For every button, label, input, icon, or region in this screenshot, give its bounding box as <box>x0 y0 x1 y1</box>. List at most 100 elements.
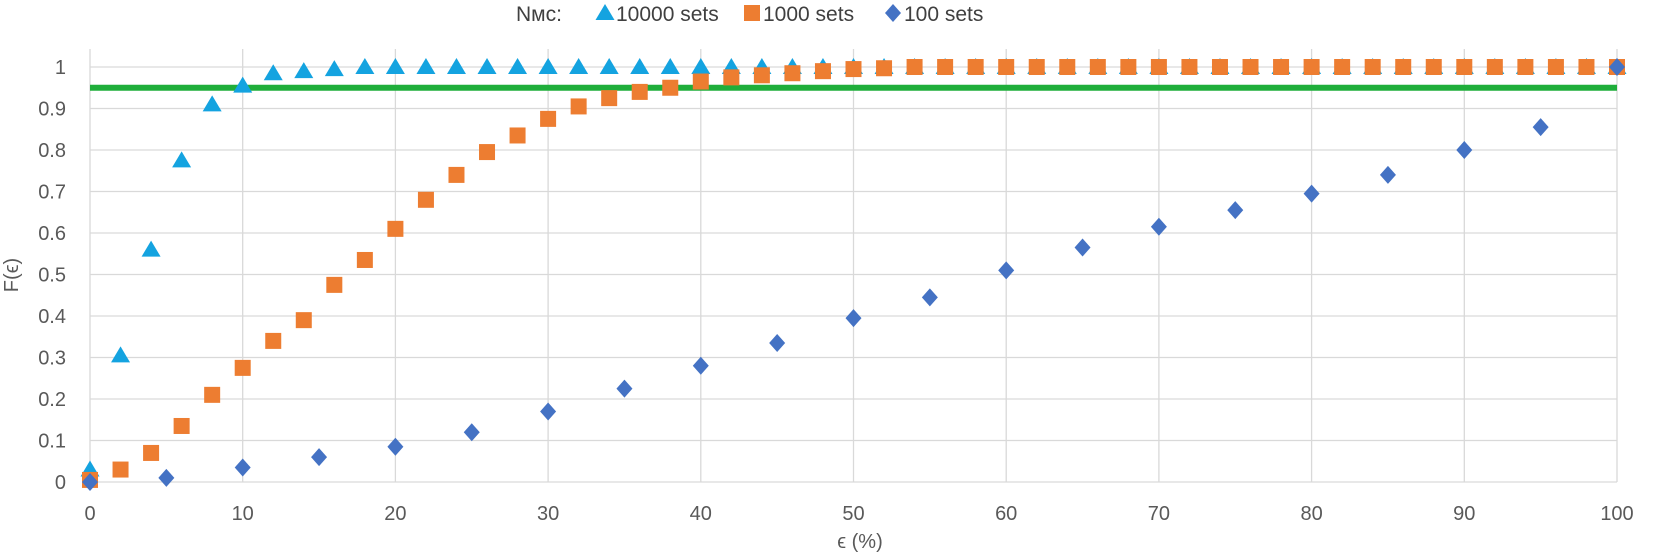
data-point-square <box>845 61 862 78</box>
data-point-square <box>753 67 770 84</box>
data-point-square <box>1486 59 1503 75</box>
legend: Nᴍᴄ: 10000 sets 1000 sets 100 sets <box>516 3 983 26</box>
y-tick-label: 0.2 <box>38 389 66 411</box>
y-tick-label: 0 <box>55 472 66 494</box>
data-point-square <box>998 59 1015 75</box>
data-point-square <box>265 332 282 349</box>
y-tick-label: 0.1 <box>38 431 66 453</box>
data-point-square <box>1120 59 1137 75</box>
x-tick-label: 70 <box>1148 503 1170 525</box>
data-point-triangle <box>569 58 589 74</box>
data-point-square <box>1242 59 1259 75</box>
data-point-square <box>509 127 526 144</box>
data-point-diamond <box>234 458 251 477</box>
data-point-square <box>295 312 312 329</box>
x-tick-label: 10 <box>232 503 254 525</box>
y-tick-label: 0.5 <box>38 265 66 287</box>
x-tick-label: 60 <box>995 503 1017 525</box>
data-point-triangle <box>538 58 558 74</box>
data-point-triangle <box>202 95 222 112</box>
data-point-diamond <box>616 379 633 398</box>
data-point-diamond <box>463 423 480 442</box>
data-point-diamond <box>311 448 328 467</box>
data-point-diamond <box>1532 118 1549 137</box>
data-point-square <box>1211 59 1228 75</box>
data-point-square <box>1028 59 1045 75</box>
y-tick-label: 0.8 <box>38 140 66 162</box>
data-point-triangle <box>599 58 619 74</box>
data-point-diamond <box>1074 238 1091 257</box>
data-point-diamond <box>1609 58 1625 76</box>
y-tick-label: 1 <box>55 57 66 79</box>
data-point-square <box>1089 59 1106 75</box>
data-point-square <box>1364 59 1381 75</box>
data-point-square <box>326 276 343 293</box>
data-point-triangle <box>172 151 192 168</box>
data-point-diamond <box>845 309 862 328</box>
x-tick-label: 100 <box>1600 503 1633 525</box>
data-point-square <box>570 98 587 115</box>
x-tick-label: 20 <box>384 503 406 525</box>
data-point-square <box>601 90 618 107</box>
data-point-triangle <box>691 58 711 74</box>
data-point-diamond <box>998 261 1015 280</box>
series-square <box>82 59 1625 488</box>
x-tick-label: 0 <box>84 503 95 525</box>
data-point-triangle <box>508 58 528 74</box>
data-point-triangle <box>477 58 497 74</box>
data-point-square <box>143 444 160 461</box>
data-point-square <box>1547 59 1564 75</box>
data-point-diamond <box>1303 184 1320 203</box>
x-tick-label: 90 <box>1453 503 1475 525</box>
data-point-triangle <box>111 346 131 363</box>
y-tick-label: 0.9 <box>38 99 66 121</box>
legend-marker-triangle <box>595 4 615 20</box>
y-axis-label: F(ϵ) <box>1 258 23 292</box>
data-point-square <box>417 191 434 208</box>
data-point-triangle <box>660 58 680 74</box>
data-point-square <box>1334 59 1351 75</box>
data-point-triangle <box>355 58 375 74</box>
legend-marker-square <box>744 5 760 21</box>
plot-area <box>80 58 1627 491</box>
x-axis-ticks: 0 10 20 30 40 50 60 70 80 90 100 <box>84 503 1633 525</box>
data-point-triangle <box>233 76 253 93</box>
data-point-square <box>937 59 954 75</box>
data-point-square <box>662 79 679 96</box>
data-point-triangle <box>324 60 344 77</box>
data-point-diamond <box>387 437 404 456</box>
legend-title: Nᴍᴄ: <box>516 3 562 26</box>
data-point-square <box>1517 59 1534 75</box>
data-point-diamond <box>1227 201 1244 220</box>
data-point-square <box>540 110 557 127</box>
data-point-square <box>1425 59 1442 75</box>
x-tick-label: 30 <box>537 503 559 525</box>
data-point-square <box>814 63 831 80</box>
data-point-triangle <box>416 58 436 74</box>
data-point-diamond <box>1456 141 1473 159</box>
data-point-square <box>631 83 648 100</box>
y-tick-label: 0.7 <box>38 182 66 204</box>
data-point-triangle <box>263 64 283 81</box>
data-point-square <box>387 220 404 237</box>
y-axis-ticks: 0 0.1 0.2 0.3 0.4 0.5 0.6 0.7 0.8 0.9 1 <box>38 57 66 494</box>
x-tick-label: 80 <box>1300 503 1322 525</box>
data-point-triangle <box>385 58 405 74</box>
data-point-square <box>1181 59 1198 75</box>
y-tick-label: 0.4 <box>38 306 66 328</box>
data-point-diamond <box>921 288 938 307</box>
data-point-square <box>448 166 465 183</box>
data-point-diamond <box>1150 217 1167 236</box>
data-point-triangle <box>141 240 161 257</box>
data-point-square <box>204 386 221 403</box>
data-point-diamond <box>82 473 98 491</box>
data-point-square <box>784 65 801 82</box>
legend-label: 10000 sets <box>616 3 719 26</box>
data-point-diamond <box>540 402 557 421</box>
data-point-square <box>234 359 251 376</box>
data-point-square <box>723 69 740 86</box>
data-point-square <box>1456 59 1473 75</box>
data-point-square <box>173 417 190 434</box>
data-point-square <box>356 251 373 268</box>
